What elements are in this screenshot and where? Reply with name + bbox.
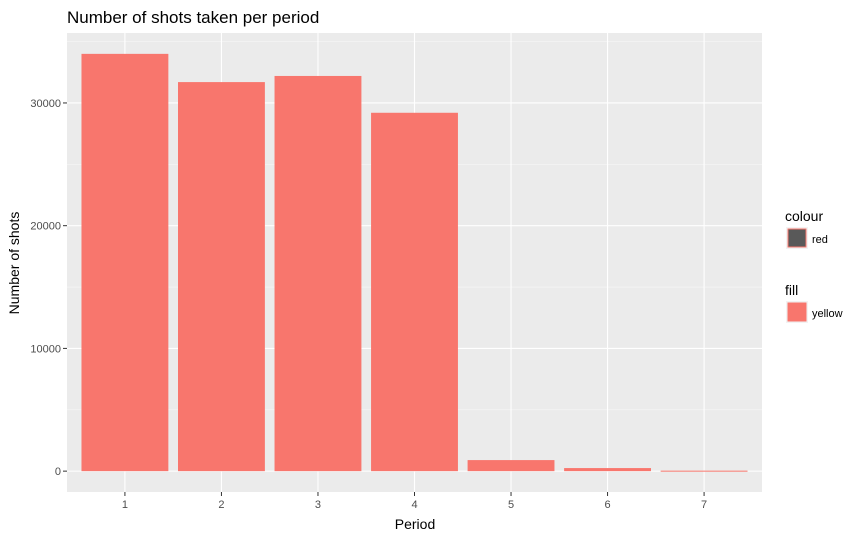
legend-label: yellow (812, 308, 843, 320)
chart-title: Number of shots taken per period (67, 8, 319, 27)
x-axis-title: Period (395, 516, 435, 532)
legend: colour red fill yellow (785, 208, 843, 323)
y-tick-label: 0 (55, 466, 61, 478)
legend-swatch (787, 228, 807, 248)
x-tick-label: 1 (122, 499, 128, 511)
bars (81, 53, 748, 472)
bar-1 (81, 53, 169, 472)
bar-2 (178, 82, 265, 472)
legend-title: fill (785, 282, 798, 298)
bar-6 (564, 468, 651, 472)
x-tick-label: 6 (604, 499, 610, 511)
y-tick-label: 10000 (30, 343, 61, 355)
x-tick-label: 4 (411, 499, 417, 511)
y-tick-label: 20000 (30, 221, 61, 233)
x-axis: 1 2 3 4 5 6 7 (122, 492, 707, 511)
bar-5 (467, 460, 555, 472)
x-tick-label: 7 (701, 499, 707, 511)
x-tick-label: 5 (508, 499, 514, 511)
legend-label: red (812, 234, 828, 246)
y-axis: 0 10000 20000 30000 (30, 98, 67, 478)
x-tick-label: 3 (315, 499, 321, 511)
x-tick-label: 2 (218, 499, 224, 511)
legend-swatch (787, 302, 807, 322)
bar-3 (274, 75, 362, 472)
y-axis-title: Number of shots (6, 212, 22, 315)
y-tick-label: 30000 (30, 98, 61, 110)
legend-title: colour (785, 208, 823, 224)
bar-4 (371, 112, 458, 472)
bar-7 (660, 470, 748, 472)
